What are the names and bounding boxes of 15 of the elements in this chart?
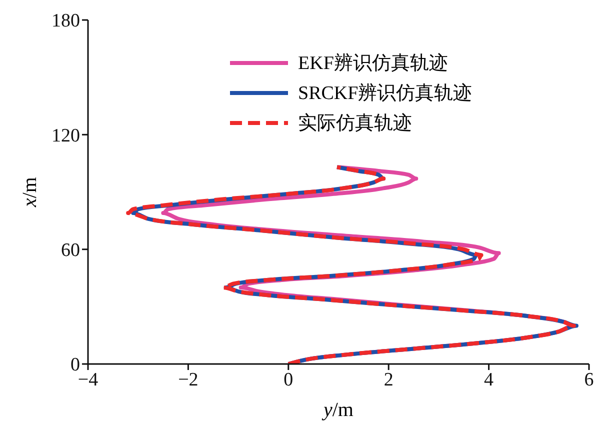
legend-label: SRCKF辨识仿真轨迹 <box>298 82 472 106</box>
x-tick-label: −4 <box>78 369 99 390</box>
x-tick-label: 0 <box>284 369 294 390</box>
x-tick-label: 6 <box>584 369 594 390</box>
y-tick-label: 120 <box>52 125 80 146</box>
y-tick-label: 180 <box>52 10 80 32</box>
y-axis-title: x/m <box>19 176 41 208</box>
legend-label: EKF辨识仿真轨迹 <box>298 52 448 76</box>
legend-label: 实际仿真轨迹 <box>298 112 412 136</box>
x-tick-label: 4 <box>484 369 494 390</box>
x-tick-label: 2 <box>384 369 394 390</box>
y-tick-label: 60 <box>61 240 80 262</box>
x-axis-title: y/m <box>321 399 354 421</box>
y-tick-label: 0 <box>70 354 80 376</box>
x-tick-label: −2 <box>178 369 198 390</box>
